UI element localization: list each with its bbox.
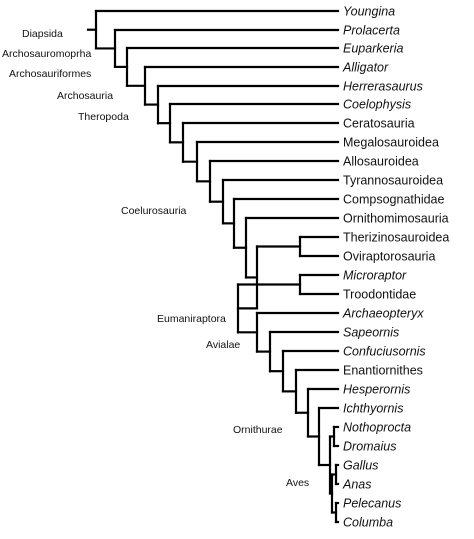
clade-label-avialae: Avialae [206, 339, 240, 351]
clade-label-coelurosauria: Coelurosauria [121, 205, 187, 217]
taxon-label: Sapeornis [343, 326, 399, 340]
clade-label-aves: Aves [286, 477, 309, 489]
taxon-label: Tyrannosauroidea [343, 174, 443, 188]
taxon-label: Dromaius [343, 440, 397, 454]
clade-label-eumaniraptora: Eumaniraptora [157, 313, 226, 325]
taxon-label: Youngina [343, 5, 395, 19]
taxon-label: Compsognathidae [343, 193, 445, 207]
clade-label-background [21, 28, 65, 40]
taxon-label: Megalosauroidea [343, 136, 439, 150]
clade-label-ornithurae: Ornithurae [233, 424, 283, 436]
taxon-label: Archaeopteryx [342, 307, 424, 321]
taxon-label: Prolacerta [343, 24, 400, 38]
tree-branches [86, 9, 340, 524]
taxon-labels: Youngina Prolacerta Euparkeria Alligator Her… [342, 5, 449, 530]
clade-labels: Diapsida Archosauromoprha Archosauriformes… [1, 28, 311, 489]
taxon-label: Nothoprocta [343, 421, 411, 435]
taxon-label: Ceratosauria [343, 117, 415, 131]
clade-label-archosauromorpha: Archosauromoprha [2, 48, 91, 60]
clade-label-theropoda: Theropoda [78, 111, 129, 123]
clade-label-background [285, 477, 311, 489]
clade-label-background [8, 68, 93, 80]
taxon-label: Enantiornithes [343, 364, 423, 378]
taxon-label: Confuciusornis [343, 345, 426, 359]
clade-label-archosauria: Archosauria [57, 90, 113, 102]
taxon-label: Gallus [343, 459, 378, 473]
taxon-label: Microraptor [343, 269, 407, 283]
clade-label-background [156, 313, 228, 325]
taxon-label: Therizinosauroidea [343, 231, 449, 245]
taxon-label: Alligator [342, 61, 389, 75]
taxon-label: Ichthyornis [343, 402, 403, 416]
clade-label-background [120, 205, 188, 217]
clade-label-background [77, 111, 130, 123]
clade-label-background [232, 424, 284, 436]
taxon-label: Ornithomimosauria [343, 212, 449, 226]
taxon-label: Oviraptorosauria [343, 250, 435, 264]
taxon-label: Anas [342, 478, 372, 492]
taxon-label: Troodontidae [343, 288, 416, 302]
taxon-label: Coelophysis [343, 98, 411, 112]
taxon-label: Columba [343, 516, 393, 530]
taxon-label: Herrerasaurus [343, 80, 423, 94]
clade-label-background [205, 339, 242, 351]
taxon-label: Allosauroidea [343, 155, 419, 169]
clade-label-background [56, 90, 115, 102]
clade-label-archosauriformes: Archosauriformes [9, 68, 91, 80]
clade-label-diapsida: Diapsida [22, 28, 63, 40]
clade-label-background [1, 48, 93, 60]
taxon-label: Pelecanus [343, 497, 401, 511]
taxon-label: Hesperornis [343, 383, 410, 397]
taxon-label: Euparkeria [343, 42, 403, 56]
